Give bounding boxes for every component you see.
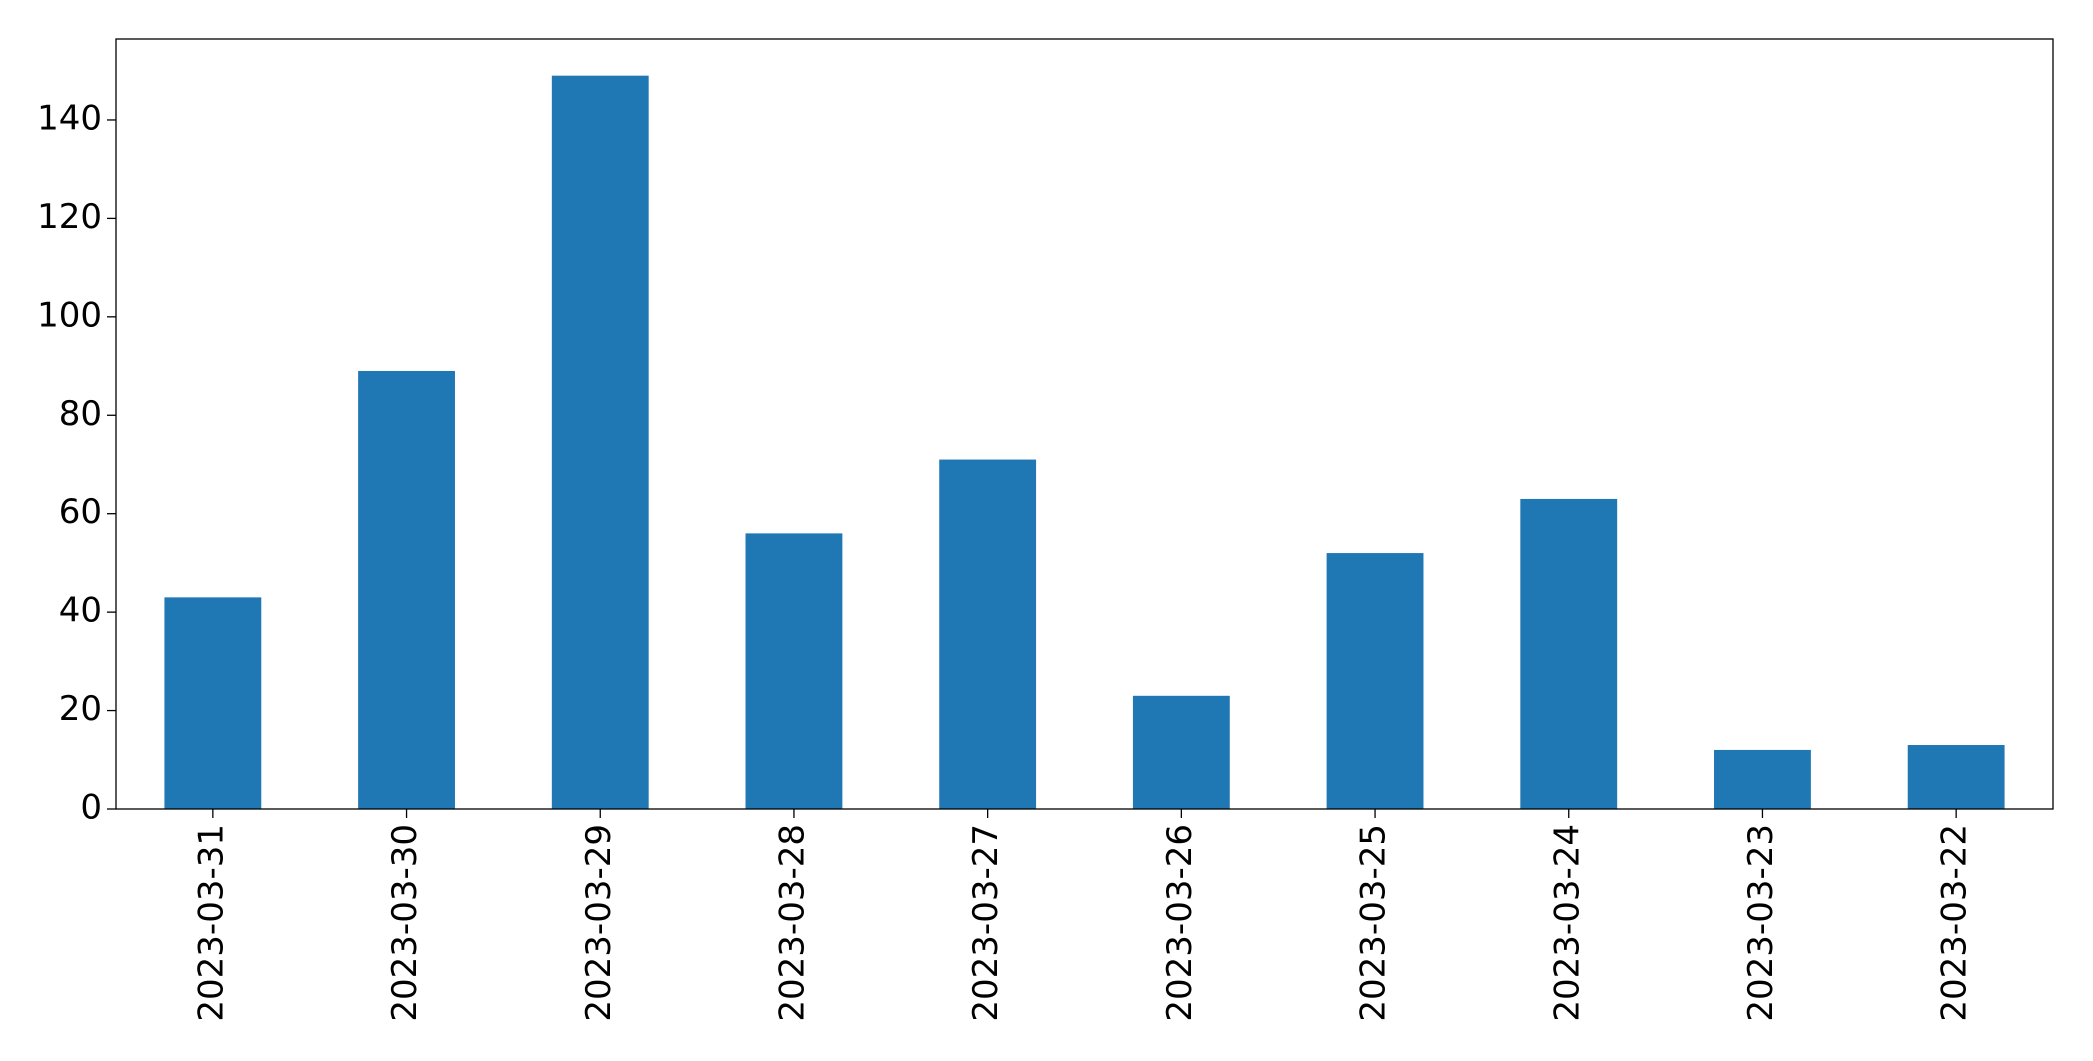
bar — [745, 533, 843, 809]
y-tick-label: 20 — [59, 689, 102, 729]
bar — [1714, 749, 1811, 809]
bar — [164, 597, 262, 809]
y-tick-label: 40 — [59, 591, 102, 631]
bar — [1132, 695, 1230, 809]
x-tick-label: 2023-03-26 — [1160, 824, 1200, 1022]
plot-frame — [115, 38, 2054, 810]
bar — [358, 370, 455, 809]
bar — [1907, 745, 2005, 809]
y-tick-label: 100 — [37, 295, 102, 335]
x-tick-label: 2023-03-22 — [1935, 824, 1975, 1022]
y-tick-label: 120 — [37, 197, 102, 237]
y-tick-label: 80 — [59, 394, 102, 434]
x-tick-label: 2023-03-23 — [1741, 824, 1781, 1022]
y-tick-label: 0 — [80, 788, 102, 828]
x-tick-label: 2023-03-30 — [385, 824, 425, 1022]
x-tick-label: 2023-03-31 — [191, 824, 231, 1022]
x-tick-label: 2023-03-28 — [772, 824, 812, 1022]
x-tick-label: 2023-03-29 — [579, 824, 619, 1022]
y-tick-label: 60 — [59, 492, 102, 532]
bar — [551, 75, 649, 809]
bar — [939, 459, 1037, 809]
bar — [1520, 498, 1618, 809]
bar — [1326, 553, 1424, 809]
x-tick-label: 2023-03-27 — [966, 824, 1006, 1022]
x-tick-label: 2023-03-25 — [1354, 824, 1394, 1022]
x-tick-label: 2023-03-24 — [1547, 824, 1587, 1022]
y-tick-label: 140 — [37, 98, 102, 138]
